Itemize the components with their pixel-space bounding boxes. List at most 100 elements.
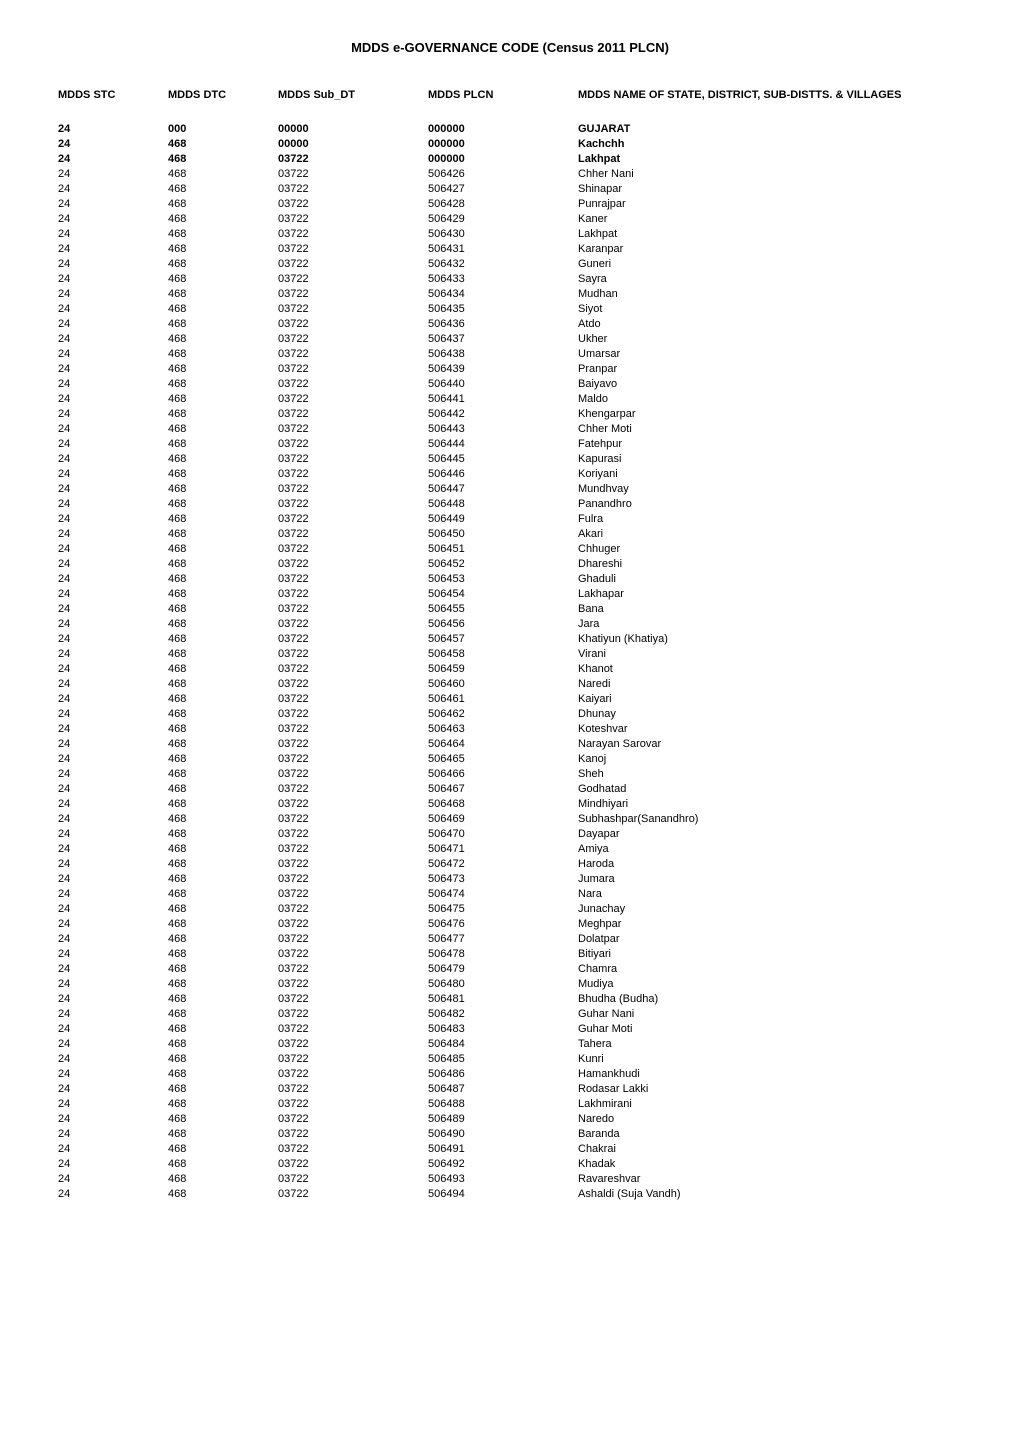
table-row: 2446803722506475Junachay xyxy=(50,901,970,916)
cell-name: Dhareshi xyxy=(570,556,970,571)
cell-plcn: 506466 xyxy=(420,766,570,781)
cell-plcn: 506490 xyxy=(420,1126,570,1141)
cell-plcn: 506442 xyxy=(420,406,570,421)
cell-plcn: 506474 xyxy=(420,886,570,901)
cell-stc: 24 xyxy=(50,841,160,856)
cell-plcn: 506454 xyxy=(420,586,570,601)
cell-plcn: 506483 xyxy=(420,1021,570,1036)
cell-stc: 24 xyxy=(50,571,160,586)
cell-name: Amiya xyxy=(570,841,970,856)
cell-name: Fulra xyxy=(570,511,970,526)
cell-plcn: 506488 xyxy=(420,1096,570,1111)
cell-sub: 03722 xyxy=(270,1126,420,1141)
cell-plcn: 506494 xyxy=(420,1186,570,1201)
cell-stc: 24 xyxy=(50,1066,160,1081)
cell-stc: 24 xyxy=(50,976,160,991)
cell-dtc: 468 xyxy=(160,601,270,616)
table-row: 2400000000000000GUJARAT xyxy=(50,121,970,136)
cell-stc: 24 xyxy=(50,601,160,616)
cell-dtc: 468 xyxy=(160,556,270,571)
cell-dtc: 468 xyxy=(160,226,270,241)
table-row: 2446803722506485Kunri xyxy=(50,1051,970,1066)
cell-dtc: 468 xyxy=(160,586,270,601)
cell-sub: 03722 xyxy=(270,871,420,886)
cell-sub: 03722 xyxy=(270,526,420,541)
cell-dtc: 468 xyxy=(160,1096,270,1111)
cell-dtc: 468 xyxy=(160,511,270,526)
cell-name: Bana xyxy=(570,601,970,616)
cell-stc: 24 xyxy=(50,886,160,901)
cell-plcn: 506428 xyxy=(420,196,570,211)
cell-plcn: 506487 xyxy=(420,1081,570,1096)
cell-stc: 24 xyxy=(50,241,160,256)
cell-name: Mindhiyari xyxy=(570,796,970,811)
cell-dtc: 468 xyxy=(160,1036,270,1051)
table-row: 2446803722506442Khengarpar xyxy=(50,406,970,421)
cell-name: Umarsar xyxy=(570,346,970,361)
cell-name: Shinapar xyxy=(570,181,970,196)
cell-dtc: 468 xyxy=(160,181,270,196)
cell-name: Nara xyxy=(570,886,970,901)
cell-stc: 24 xyxy=(50,991,160,1006)
cell-name: Atdo xyxy=(570,316,970,331)
cell-name: Sayra xyxy=(570,271,970,286)
cell-dtc: 468 xyxy=(160,286,270,301)
table-row: 2446803722506452Dhareshi xyxy=(50,556,970,571)
table-row: 2446803722506456Jara xyxy=(50,616,970,631)
cell-stc: 24 xyxy=(50,646,160,661)
cell-dtc: 468 xyxy=(160,166,270,181)
cell-plcn: 506481 xyxy=(420,991,570,1006)
table-row: 2446803722506489Naredo xyxy=(50,1111,970,1126)
cell-sub: 03722 xyxy=(270,901,420,916)
cell-name: Hamankhudi xyxy=(570,1066,970,1081)
cell-sub: 03722 xyxy=(270,1156,420,1171)
cell-plcn: 506443 xyxy=(420,421,570,436)
cell-plcn: 506485 xyxy=(420,1051,570,1066)
cell-stc: 24 xyxy=(50,466,160,481)
cell-sub: 03722 xyxy=(270,346,420,361)
header-row: MDDS STC MDDS DTC MDDS Sub_DT MDDS PLCN … xyxy=(50,85,970,121)
cell-stc: 24 xyxy=(50,1141,160,1156)
cell-dtc: 468 xyxy=(160,811,270,826)
cell-sub: 03722 xyxy=(270,451,420,466)
cell-sub: 03722 xyxy=(270,976,420,991)
table-row: 2446803722506492Khadak xyxy=(50,1156,970,1171)
table-row: 2446803722000000Lakhpat xyxy=(50,151,970,166)
cell-stc: 24 xyxy=(50,1036,160,1051)
cell-sub: 03722 xyxy=(270,946,420,961)
cell-dtc: 468 xyxy=(160,1186,270,1201)
cell-stc: 24 xyxy=(50,931,160,946)
cell-sub: 03722 xyxy=(270,376,420,391)
cell-dtc: 468 xyxy=(160,706,270,721)
cell-sub: 03722 xyxy=(270,811,420,826)
cell-name: Pranpar xyxy=(570,361,970,376)
cell-dtc: 468 xyxy=(160,136,270,151)
cell-dtc: 468 xyxy=(160,541,270,556)
table-row: 2446803722506441Maldo xyxy=(50,391,970,406)
header-dtc: MDDS DTC xyxy=(160,85,270,121)
cell-plcn: 506477 xyxy=(420,931,570,946)
table-row: 2446803722506482Guhar Nani xyxy=(50,1006,970,1021)
cell-stc: 24 xyxy=(50,1186,160,1201)
table-row: 2446803722506486Hamankhudi xyxy=(50,1066,970,1081)
cell-name: Dhunay xyxy=(570,706,970,721)
cell-stc: 24 xyxy=(50,196,160,211)
cell-stc: 24 xyxy=(50,406,160,421)
cell-name: Chher Moti xyxy=(570,421,970,436)
cell-name: Chher Nani xyxy=(570,166,970,181)
cell-name: Koriyani xyxy=(570,466,970,481)
cell-sub: 03722 xyxy=(270,331,420,346)
cell-dtc: 468 xyxy=(160,871,270,886)
cell-name: Kunri xyxy=(570,1051,970,1066)
cell-sub: 03722 xyxy=(270,481,420,496)
table-row: 2446803722506426Chher Nani xyxy=(50,166,970,181)
cell-plcn: 506486 xyxy=(420,1066,570,1081)
cell-plcn: 506452 xyxy=(420,556,570,571)
cell-stc: 24 xyxy=(50,1171,160,1186)
cell-plcn: 506440 xyxy=(420,376,570,391)
cell-dtc: 468 xyxy=(160,271,270,286)
cell-plcn: 506492 xyxy=(420,1156,570,1171)
cell-plcn: 506493 xyxy=(420,1171,570,1186)
cell-sub: 03722 xyxy=(270,961,420,976)
table-row: 2446803722506440Baiyavo xyxy=(50,376,970,391)
